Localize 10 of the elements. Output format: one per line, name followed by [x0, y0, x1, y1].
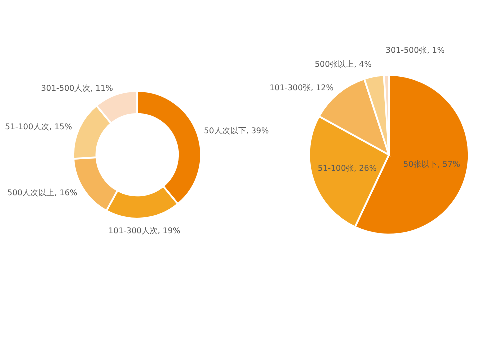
slice-label: 50人次以下, 39%	[204, 126, 270, 136]
slice-label: 51-100张, 26%	[318, 164, 378, 174]
slice-label: 101-300张, 12%	[270, 84, 334, 93]
slice-label: 50张以下, 57%	[404, 160, 461, 170]
slice-label: 51-100人次, 15%	[5, 122, 73, 132]
slice-label: 500人次以上, 16%	[8, 188, 78, 198]
slice-label: 500张以上, 4%	[314, 60, 372, 70]
slice-label: 101-300人次, 19%	[108, 226, 182, 236]
slice-label: 301-500张, 1%	[386, 46, 446, 56]
slice-label: 301-500人次, 11%	[41, 84, 114, 93]
